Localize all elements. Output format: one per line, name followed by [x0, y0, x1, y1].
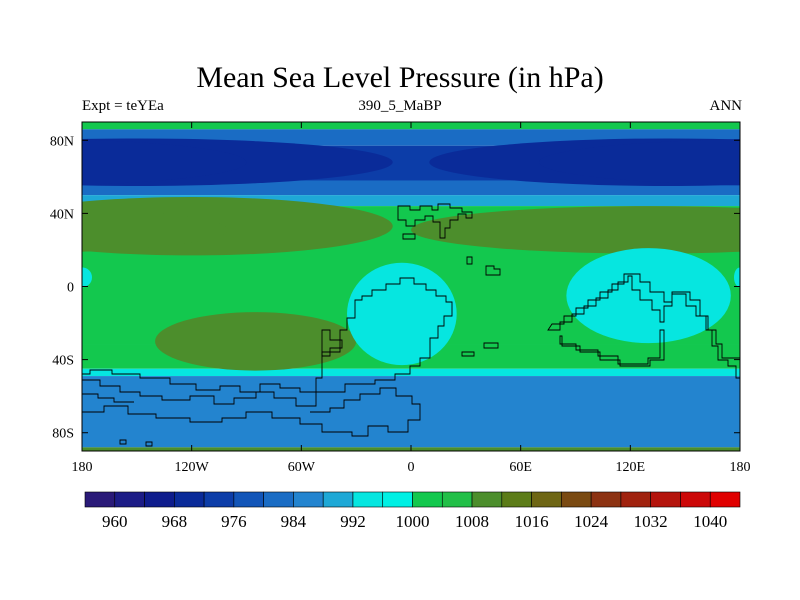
colorbar-label: 984 [281, 512, 307, 531]
chart-title: Mean Sea Level Pressure (in hPa) [196, 61, 604, 94]
coastline-island-tiny [466, 256, 473, 265]
y-tick-label: 80S [52, 427, 74, 442]
coastline-south-pacific [82, 369, 317, 407]
colorbar-label: 976 [221, 512, 247, 531]
colorbar-label: 1000 [396, 512, 430, 531]
colorbar-label: 1032 [634, 512, 668, 531]
x-tick-label: 180 [72, 460, 93, 475]
pressure-low-6 [347, 262, 457, 366]
colorbar-swatch [174, 491, 205, 508]
coastlines [82, 203, 740, 447]
pressure-band-3 [82, 180, 740, 196]
colorbar: 960 968 976 984 992 1000 1008 1016 1024 1032 1040 [84, 491, 741, 531]
y-tick-label: 40S [52, 354, 74, 369]
coastline-south-coast-2 [82, 393, 134, 403]
x-tick-label: 0 [408, 460, 415, 475]
pressure-features [82, 138, 740, 371]
coastline-island-east [485, 265, 501, 276]
pressure-band-4 [82, 195, 740, 207]
coastline-north-continent [397, 203, 473, 239]
colorbar-swatch [114, 491, 145, 508]
colorbar-label: 968 [162, 512, 188, 531]
x-tick-label: 180 [730, 460, 751, 475]
coastline-island-small [402, 233, 416, 240]
pressure-low-edge [82, 267, 92, 288]
x-tick-label: 60W [288, 460, 316, 475]
colorbar-swatch [680, 491, 711, 508]
colorbar-swatch [352, 491, 384, 508]
coastline-island-mid2 [461, 351, 475, 357]
season-label: ANN [709, 98, 743, 114]
colorbar-swatch [501, 491, 532, 508]
experiment-label: Expt = teYEa [82, 98, 164, 114]
colorbar-swatch [531, 491, 562, 508]
pressure-band-8 [82, 376, 740, 448]
pressure-low-5 [566, 248, 731, 344]
x-tick-label: 120W [175, 460, 210, 475]
colorbar-swatch [322, 491, 354, 508]
colorbar-label: 1024 [574, 512, 609, 531]
colorbar-swatch [471, 491, 503, 508]
coastline-island-mid [483, 342, 499, 349]
colorbar-swatch [382, 491, 413, 508]
colorbar-swatch [144, 491, 175, 508]
coastline-south-antarctic [82, 387, 421, 437]
pressure-high-3 [411, 206, 740, 254]
pressure-band-7 [82, 368, 740, 377]
axes: 180 120W 60W 0 60E 120E 180 80N 40N 0 40S 80S [50, 122, 751, 475]
colorbar-label: 1016 [515, 512, 549, 531]
colorbar-swatch [84, 491, 116, 508]
colorbar-swatch [709, 491, 741, 508]
colorbar-swatch [590, 491, 622, 508]
colorbar-label: 960 [102, 512, 128, 531]
colorbar-label: 992 [340, 512, 366, 531]
y-tick-label: 0 [67, 281, 74, 296]
colorbar-swatch [203, 491, 235, 508]
coastline-west-peninsula [321, 329, 343, 357]
y-tick-label: 80N [50, 134, 74, 149]
pressure-low-wrap-0 [539, 139, 740, 186]
x-tick-label: 60E [509, 460, 532, 475]
colorbar-swatch [293, 491, 324, 508]
y-tick-label: 40N [50, 207, 74, 222]
x-tick-label: 120E [616, 460, 646, 475]
time-label: 390_5_MaBP [358, 98, 442, 114]
coastline-east-continent [547, 273, 740, 379]
colorbar-swatch [650, 491, 681, 508]
pressure-low-wrap-1 [82, 139, 247, 185]
colorbar-swatch [412, 491, 443, 508]
colorbar-label: 1008 [455, 512, 489, 531]
coastline-gondwana-west [315, 277, 453, 393]
pressure-high-4 [155, 312, 357, 371]
colorbar-swatch [620, 491, 651, 508]
pressure-high-wrap-2 [82, 207, 229, 252]
colorbar-swatch [263, 491, 294, 508]
colorbar-label: 1040 [693, 512, 727, 531]
pressure-low-edge-east [734, 267, 740, 288]
colorbar-swatch [561, 491, 592, 508]
map-plot-area [82, 122, 740, 451]
coastline-south-islands [119, 439, 153, 447]
colorbar-swatch [233, 491, 264, 508]
coastline-east-inner [559, 329, 665, 367]
colorbar-swatch [441, 491, 473, 508]
